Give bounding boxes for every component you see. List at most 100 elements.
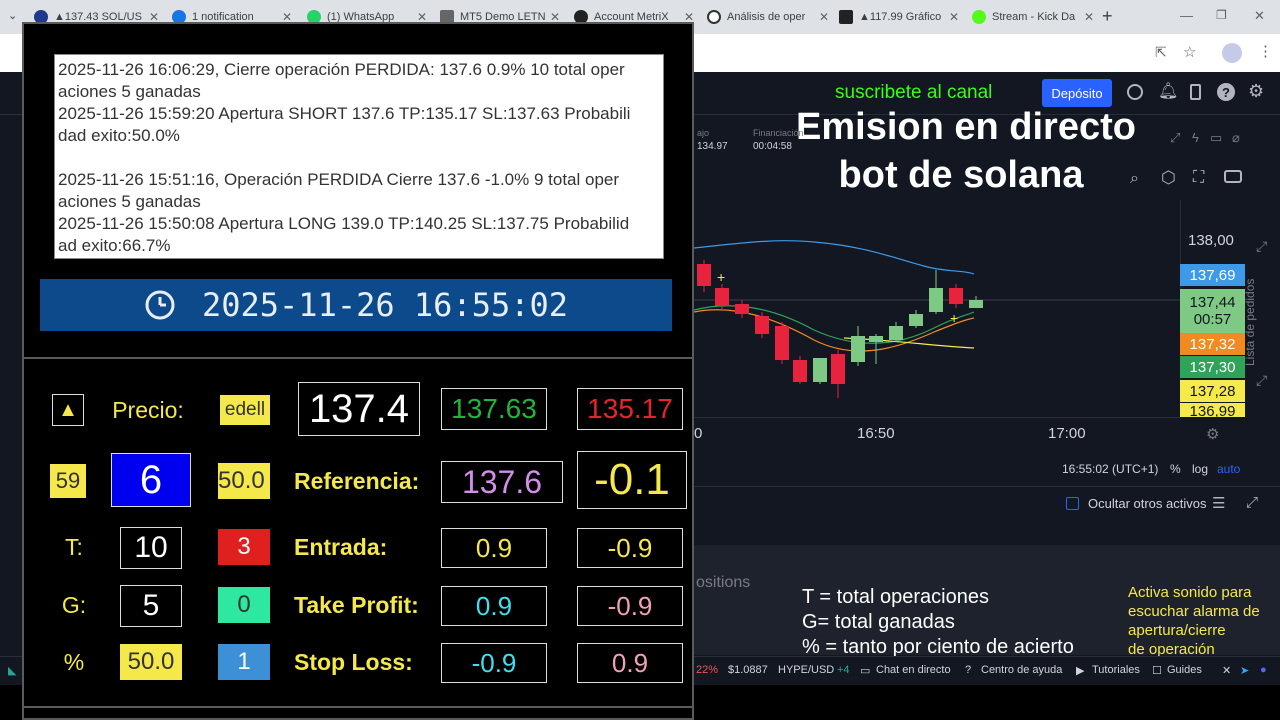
positions-tab[interactable]: ositions [696,574,751,591]
close-tab-icon[interactable]: ✕ [148,10,159,24]
tab-favicon-icon [172,10,186,24]
close-tab-icon[interactable]: ✕ [281,10,292,24]
stat-value: 134.97 [697,141,728,152]
axis-expand-icon[interactable]: ⤢ [1256,372,1268,388]
value-59: 59 [50,464,86,498]
candle-body [735,304,749,314]
tab-metrix[interactable]: Account MetriX ✕ [574,4,694,30]
tab-notification[interactable]: 1 notification ✕ [172,4,292,30]
candlestick-chart[interactable]: ++ [694,200,1180,415]
settings-gear-icon[interactable]: ⚙ [1248,81,1265,101]
close-window-icon[interactable]: ✕ [1254,8,1265,23]
tab-whatsapp[interactable]: (1) WhatsApp ✕ [307,4,427,30]
price-tag-line: 137,69 [1180,264,1245,286]
bell-icon[interactable]: 🔔︎ [1158,83,1179,100]
candle-body [889,326,903,340]
chat-link[interactable]: Chat en directo [876,664,951,676]
price-tag-value: 136,99 [1189,403,1236,417]
side-panel-label[interactable]: Lista de pedidos [1243,278,1257,366]
camera-icon[interactable] [1224,170,1242,183]
price-tag-line: 137,28 [1180,380,1245,402]
tab-list-chevron-icon[interactable]: ⌄ [8,10,18,22]
pin-icon[interactable]: ⌀ [1232,130,1240,145]
close-tab-icon[interactable]: ✕ [1083,10,1094,24]
candle-body [929,288,943,312]
close-tab-icon[interactable]: ✕ [818,10,829,24]
expand-icon[interactable]: ⤢ [1170,130,1181,145]
help-center-icon[interactable]: ? [965,664,972,676]
tab-kick[interactable]: Stream - Kick Da ✕ [972,4,1094,30]
expand-panel-icon[interactable]: ⤢ [1246,494,1259,511]
tab-mt5[interactable]: MT5 Demo LETN ✕ [440,4,560,30]
close-tab-icon[interactable]: ✕ [549,10,560,24]
deposit-button[interactable]: Depósito [1042,79,1112,107]
sound-note-line: escuchar alarma de [1128,603,1260,620]
auto-scale-toggle[interactable]: auto [1217,462,1241,476]
candle-body [697,264,711,286]
zoom-search-icon[interactable]: ⌕ [1130,170,1139,187]
profile-avatar[interactable] [1222,43,1242,63]
take-profit-label: Take Profit: [294,591,419,618]
close-tab-icon[interactable]: ✕ [416,10,427,24]
phone-icon[interactable] [1190,84,1201,100]
guides-link[interactable]: Guides [1167,664,1202,676]
entrada-label: Entrada: [294,533,388,560]
candle-body [793,360,807,382]
browser-menu-icon[interactable]: ⋮ [1258,43,1273,60]
window-icon[interactable]: ▭ [1210,130,1223,145]
signal-icon: ◣ [8,665,17,677]
edell-badge: edell [220,395,270,425]
tab-analisis[interactable]: Análisis de oper ✕ [707,4,829,30]
new-tab-button[interactable]: + [1102,6,1113,26]
guides-icon[interactable]: ☐ [1152,665,1162,677]
tab-favicon-icon [707,10,721,24]
tab-sol-usd[interactable]: ▲137.43 SOL/US ✕ [34,4,159,30]
time-axis[interactable] [694,417,1180,450]
x-social-icon[interactable]: ✕ [1222,665,1232,677]
minimize-icon[interactable]: — [1180,8,1193,23]
ticker-more[interactable]: +4 [837,664,850,676]
clock-value: 2025-11-26 16:55:02 [201,286,569,324]
hide-assets-checkbox[interactable] [1066,497,1079,510]
help-icon[interactable]: ? [1217,83,1235,101]
help-center-link[interactable]: Centro de ayuda [981,664,1063,676]
hexagon-settings-icon[interactable]: ⬡ [1161,168,1176,187]
close-tab-icon[interactable]: ✕ [948,10,959,24]
price-value: 137.4 [298,382,420,436]
take-profit-b: -0.9 [577,586,683,626]
bolt-icon[interactable]: ϟ [1192,130,1199,145]
video-icon[interactable]: ▶ [1076,665,1085,677]
candle-body [775,326,789,360]
discord-icon[interactable]: ● [1260,664,1267,676]
log-line: ad exito:66.7% [58,236,171,255]
tutorials-link[interactable]: Tutoriales [1092,664,1140,676]
bookmark-star-icon[interactable]: ☆ [1183,44,1197,61]
tab-grafico[interactable]: ▲117.99 Gráfico ✕ [839,4,959,30]
positions-panel [694,545,1280,655]
account-icon[interactable] [1127,84,1143,100]
percent-scale-toggle[interactable]: % [1170,462,1181,476]
close-tab-icon[interactable]: ✕ [683,10,694,24]
axis-expand-icon[interactable]: ⤢ [1256,238,1268,254]
restore-icon[interactable]: ❐ [1216,8,1227,22]
pct-value: 50.0 [120,644,182,680]
ticker-change: 22% [696,664,719,676]
time-axis-label: 0 [694,425,703,442]
stop-loss-b: 0.9 [577,643,683,683]
install-app-icon[interactable]: ⇱ [1155,44,1167,60]
candle-body [909,314,923,326]
telegram-icon[interactable]: ➤ [1240,665,1250,677]
log-line [58,147,660,169]
legend-line: % = tanto por ciento de acierto [802,636,1074,658]
candle-body [813,358,827,382]
fullscreen-icon[interactable]: ⛶ [1193,169,1205,186]
log-scale-toggle[interactable]: log [1192,462,1209,476]
tab-favicon-icon [34,10,48,24]
axis-settings-icon[interactable]: ⚙ [1206,426,1220,443]
chat-icon[interactable]: ▭ [860,665,871,677]
candle-body [831,354,845,384]
tab-label: ▲117.99 Gráfico [859,11,942,23]
filter-icon[interactable]: ☰ [1212,495,1226,512]
t-label: T: [65,533,83,560]
ticker-pair[interactable]: HYPE/USD [778,664,835,676]
